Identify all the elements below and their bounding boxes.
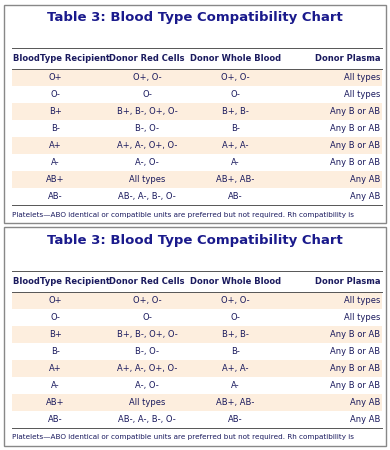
Text: B+, B-: B+, B- bbox=[222, 330, 248, 339]
Text: O-: O- bbox=[51, 313, 60, 322]
Text: BloodType Recipient: BloodType Recipient bbox=[13, 54, 110, 63]
Bar bbox=[12, 86, 382, 103]
Text: Any B or AB: Any B or AB bbox=[330, 124, 380, 133]
Text: Platelets—ABO identical or compatible units are preferred but not required. Rh c: Platelets—ABO identical or compatible un… bbox=[12, 212, 354, 218]
Text: A+: A+ bbox=[49, 364, 62, 373]
Bar bbox=[12, 103, 382, 120]
Text: O+: O+ bbox=[49, 296, 62, 305]
Text: Table 3: Blood Type Compatibility Chart: Table 3: Blood Type Compatibility Chart bbox=[47, 234, 343, 247]
Text: A-: A- bbox=[231, 158, 239, 167]
Text: A-, O-: A-, O- bbox=[135, 381, 159, 390]
Text: O-: O- bbox=[142, 313, 152, 322]
Text: A-, O-: A-, O- bbox=[135, 158, 159, 167]
Text: Any B or AB: Any B or AB bbox=[330, 346, 380, 356]
Text: O+, O-: O+, O- bbox=[221, 73, 250, 82]
Text: A+, A-: A+, A- bbox=[222, 141, 248, 150]
Text: Any AB: Any AB bbox=[350, 192, 380, 201]
Text: All types: All types bbox=[344, 73, 380, 82]
Bar bbox=[12, 271, 382, 292]
Text: O+, O-: O+, O- bbox=[221, 296, 250, 305]
Text: Type O blood is known as the universal donor.: Type O blood is known as the universal d… bbox=[12, 274, 178, 280]
Text: Donor Whole Blood: Donor Whole Blood bbox=[190, 54, 281, 63]
Text: A+, A-: A+, A- bbox=[222, 364, 248, 373]
Text: Single Donor Cryoprecipitate—All ABO groups acceptable.: Single Donor Cryoprecipitate—All ABO gro… bbox=[12, 253, 223, 259]
Text: Any B or AB: Any B or AB bbox=[330, 364, 380, 373]
Text: A+, A-, O+, O-: A+, A-, O+, O- bbox=[117, 364, 177, 373]
Bar bbox=[12, 360, 382, 377]
Text: O+: O+ bbox=[49, 73, 62, 82]
Bar bbox=[12, 343, 382, 360]
Text: B+: B+ bbox=[49, 330, 62, 339]
Text: B-, O-: B-, O- bbox=[135, 124, 159, 133]
Text: Donor Plasma: Donor Plasma bbox=[315, 54, 380, 63]
Text: B-: B- bbox=[231, 346, 239, 356]
Bar bbox=[12, 137, 382, 154]
Bar bbox=[12, 394, 382, 411]
Text: AB+, AB-: AB+, AB- bbox=[216, 175, 254, 184]
FancyBboxPatch shape bbox=[4, 4, 386, 223]
Text: B-: B- bbox=[51, 124, 60, 133]
Bar bbox=[12, 171, 382, 188]
Text: Donor Red Cells: Donor Red Cells bbox=[110, 54, 185, 63]
FancyBboxPatch shape bbox=[4, 227, 386, 446]
Text: O-: O- bbox=[230, 90, 240, 99]
Text: O-: O- bbox=[51, 90, 60, 99]
Text: Any B or AB: Any B or AB bbox=[330, 158, 380, 167]
Text: A-: A- bbox=[51, 158, 60, 167]
Text: All types: All types bbox=[129, 175, 165, 184]
Text: Table 3: Blood Type Compatibility Chart: Table 3: Blood Type Compatibility Chart bbox=[47, 11, 343, 24]
Bar bbox=[12, 411, 382, 428]
Text: B+, B-: B+, B- bbox=[222, 107, 248, 116]
Text: B+: B+ bbox=[49, 107, 62, 116]
Text: Any AB: Any AB bbox=[350, 398, 380, 407]
Text: AB-, A-, B-, O-: AB-, A-, B-, O- bbox=[118, 192, 176, 201]
Text: Any B or AB: Any B or AB bbox=[330, 330, 380, 339]
Text: B+, B-, O+, O-: B+, B-, O+, O- bbox=[117, 107, 177, 116]
Text: AB+: AB+ bbox=[46, 175, 65, 184]
Text: B+, B-, O+, O-: B+, B-, O+, O- bbox=[117, 330, 177, 339]
Text: Any B or AB: Any B or AB bbox=[330, 107, 380, 116]
Text: recommended in children and women of childbearing years to prevent antibody form: recommended in children and women of chi… bbox=[12, 232, 340, 239]
Text: B-: B- bbox=[231, 124, 239, 133]
Text: AB+, AB-: AB+, AB- bbox=[216, 398, 254, 407]
Text: A-: A- bbox=[231, 381, 239, 390]
Text: A-: A- bbox=[51, 381, 60, 390]
Text: Any B or AB: Any B or AB bbox=[330, 141, 380, 150]
Text: AB-: AB- bbox=[48, 192, 63, 201]
Text: B-: B- bbox=[51, 346, 60, 356]
Text: Donor Plasma: Donor Plasma bbox=[315, 277, 380, 286]
Text: A+: A+ bbox=[49, 141, 62, 150]
Bar bbox=[12, 69, 382, 86]
Bar bbox=[12, 154, 382, 171]
Text: AB-, A-, B-, O-: AB-, A-, B-, O- bbox=[118, 415, 176, 424]
Text: All types: All types bbox=[129, 398, 165, 407]
Text: Any B or AB: Any B or AB bbox=[330, 381, 380, 390]
Text: Platelets—ABO identical or compatible units are preferred but not required. Rh c: Platelets—ABO identical or compatible un… bbox=[12, 434, 354, 441]
Text: O-: O- bbox=[230, 313, 240, 322]
Bar bbox=[12, 48, 382, 69]
Text: O-: O- bbox=[142, 90, 152, 99]
Text: Any AB: Any AB bbox=[350, 175, 380, 184]
Text: AB-: AB- bbox=[48, 415, 63, 424]
Text: AB-: AB- bbox=[228, 415, 243, 424]
Text: A+, A-, O+, O-: A+, A-, O+, O- bbox=[117, 141, 177, 150]
Text: All types: All types bbox=[344, 296, 380, 305]
Text: Donor Whole Blood: Donor Whole Blood bbox=[190, 277, 281, 286]
Text: All types: All types bbox=[344, 313, 380, 322]
Text: BloodType Recipient: BloodType Recipient bbox=[13, 277, 110, 286]
Text: O+, O-: O+, O- bbox=[133, 73, 161, 82]
Text: AB+: AB+ bbox=[46, 398, 65, 407]
Text: O+, O-: O+, O- bbox=[133, 296, 161, 305]
Bar bbox=[12, 188, 382, 205]
Text: Any AB: Any AB bbox=[350, 415, 380, 424]
Bar bbox=[12, 120, 382, 137]
Bar bbox=[12, 292, 382, 309]
Bar bbox=[12, 326, 382, 343]
Bar bbox=[12, 309, 382, 326]
Bar bbox=[12, 377, 382, 394]
Text: Donor Red Cells: Donor Red Cells bbox=[110, 277, 185, 286]
Text: All types: All types bbox=[344, 90, 380, 99]
Text: AB-: AB- bbox=[228, 192, 243, 201]
Text: B-, O-: B-, O- bbox=[135, 346, 159, 356]
